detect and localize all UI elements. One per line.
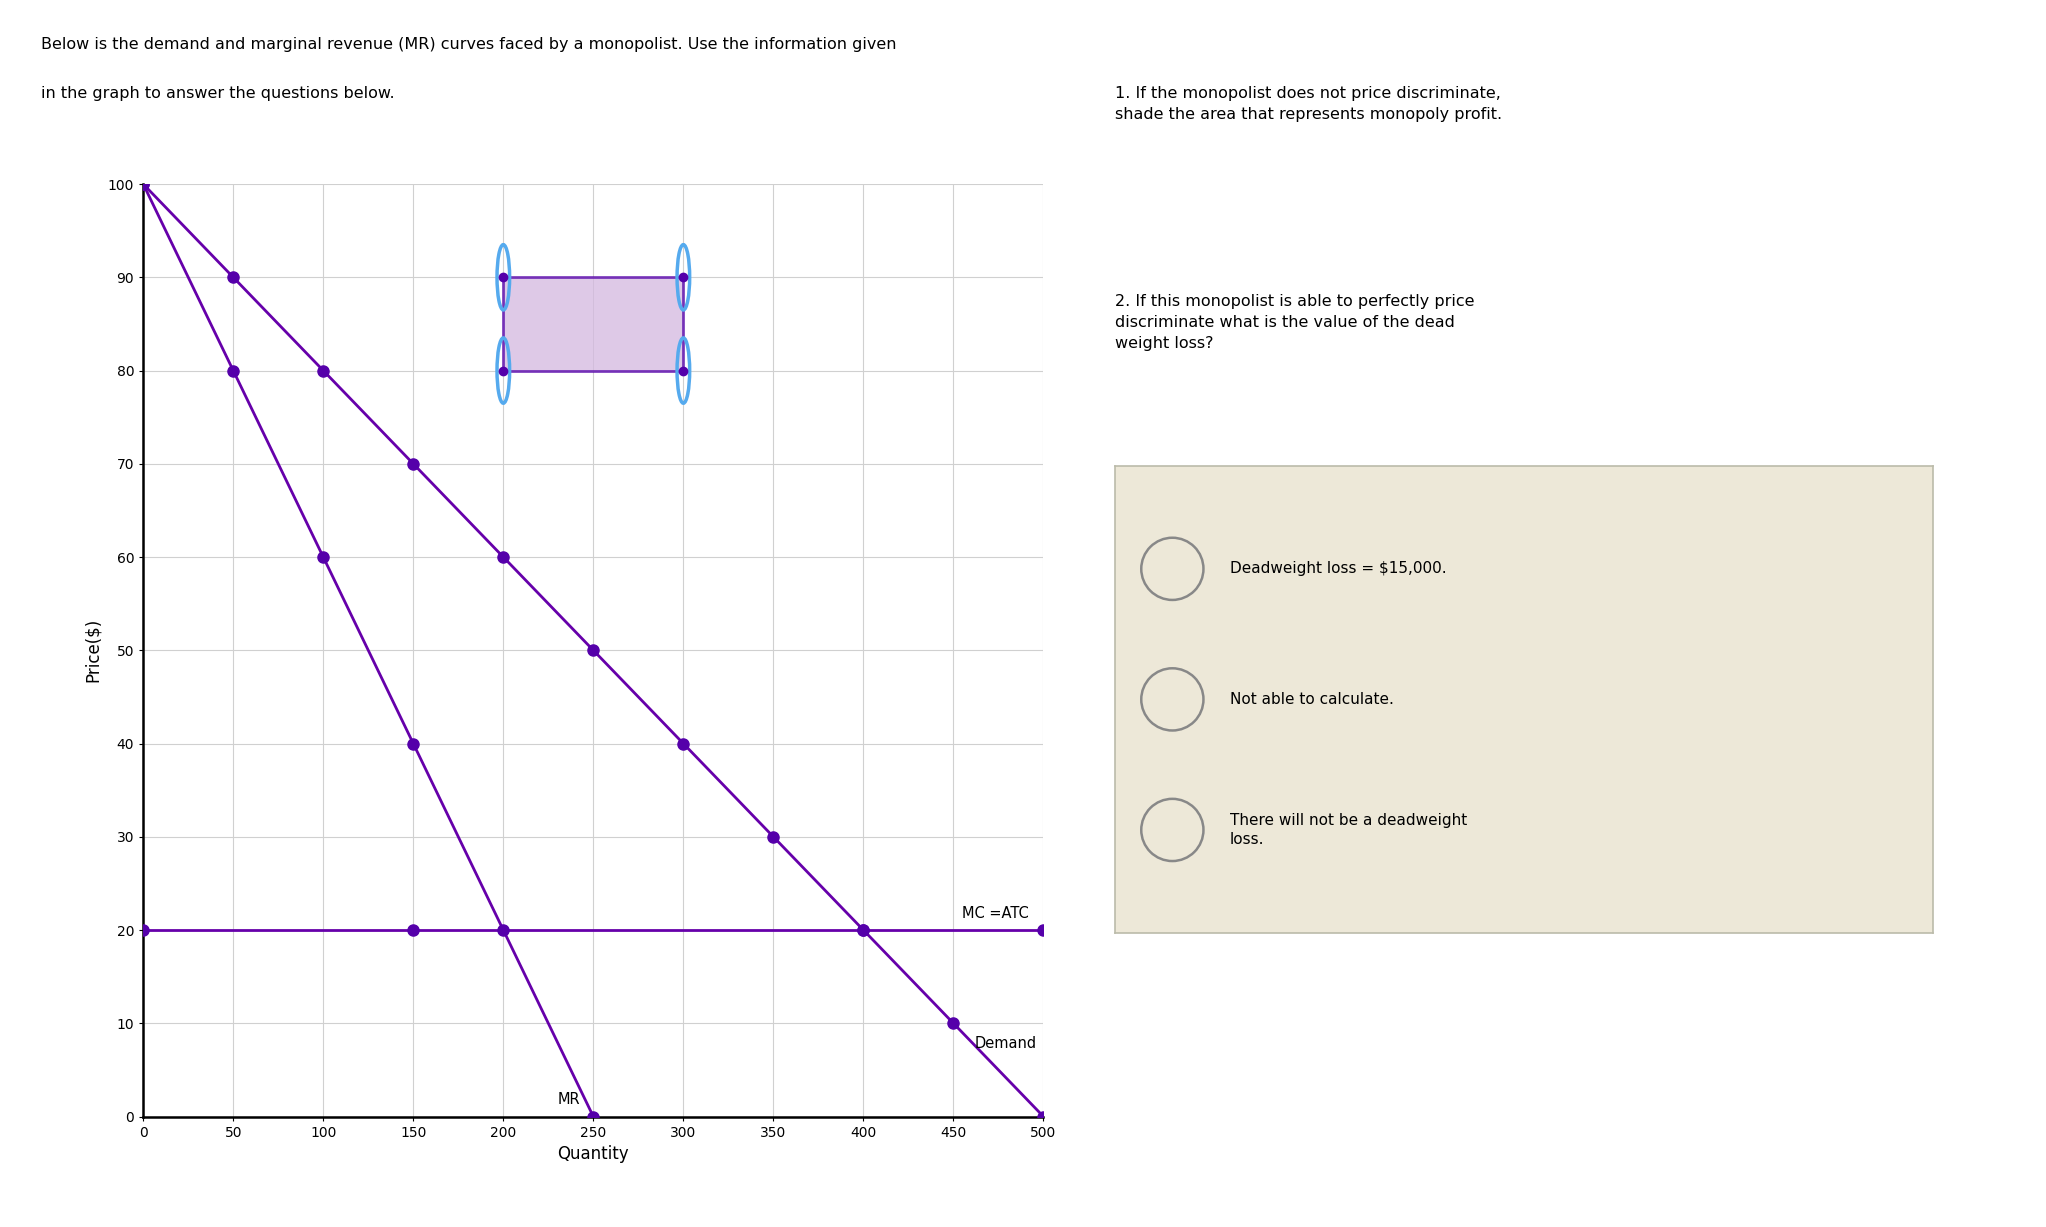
Ellipse shape — [1142, 669, 1203, 730]
Text: MC =ATC: MC =ATC — [962, 906, 1029, 920]
Text: 1. If the monopolist does not price discriminate,
shade the area that represents: 1. If the monopolist does not price disc… — [1115, 86, 1502, 121]
Text: MR: MR — [557, 1092, 579, 1107]
Text: Demand: Demand — [976, 1037, 1037, 1052]
Text: 2. If this monopolist is able to perfectly price
discriminate what is the value : 2. If this monopolist is able to perfect… — [1115, 294, 1475, 351]
Bar — [503, 277, 683, 371]
Text: There will not be a deadweight
loss.: There will not be a deadweight loss. — [1230, 812, 1467, 847]
Text: Not able to calculate.: Not able to calculate. — [1230, 692, 1393, 707]
Ellipse shape — [1142, 799, 1203, 861]
Ellipse shape — [1142, 537, 1203, 600]
X-axis label: Quantity: Quantity — [557, 1145, 630, 1163]
Text: Deadweight loss = $15,000.: Deadweight loss = $15,000. — [1230, 561, 1447, 577]
Text: Below is the demand and marginal revenue (MR) curves faced by a monopolist. Use : Below is the demand and marginal revenue… — [41, 37, 896, 52]
Y-axis label: Price($): Price($) — [84, 618, 102, 682]
Text: in the graph to answer the questions below.: in the graph to answer the questions bel… — [41, 86, 395, 101]
